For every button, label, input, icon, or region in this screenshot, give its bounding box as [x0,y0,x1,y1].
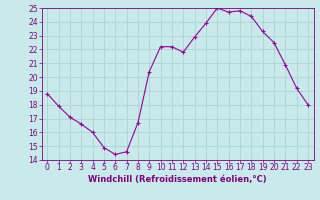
X-axis label: Windchill (Refroidissement éolien,°C): Windchill (Refroidissement éolien,°C) [88,175,267,184]
